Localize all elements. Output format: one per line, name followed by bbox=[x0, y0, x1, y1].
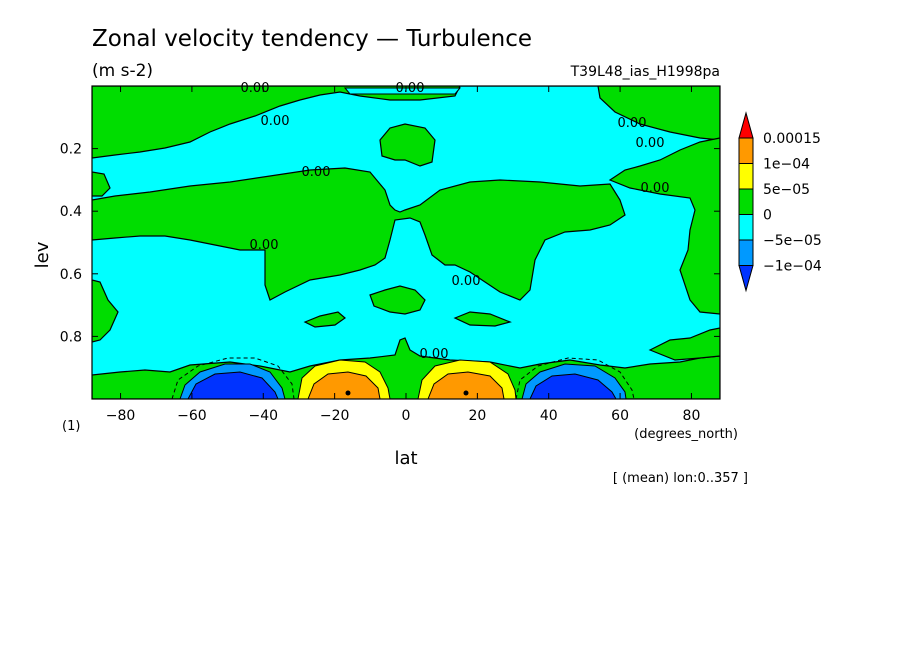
y-tick-label: 0.2 bbox=[60, 142, 82, 158]
x-tick-label: −20 bbox=[320, 408, 350, 424]
colorbar-level-label: 0.00015 bbox=[763, 131, 821, 147]
contour-label: 0.00 bbox=[636, 136, 665, 151]
pos-core-dot-right bbox=[463, 390, 469, 396]
pos-feature-left-core bbox=[307, 371, 381, 399]
chart-title: Zonal velocity tendency — Turbulence bbox=[92, 26, 532, 52]
contour-label: 0.00 bbox=[396, 81, 425, 96]
colorbar-segment bbox=[738, 163, 754, 190]
colorbar-segment bbox=[738, 214, 754, 241]
colorbar-segment bbox=[738, 137, 754, 164]
x-tick-label: −40 bbox=[248, 408, 278, 424]
contour-label: 0.00 bbox=[618, 116, 647, 131]
neg-feature-right-core bbox=[529, 373, 617, 399]
contour-label: 0.00 bbox=[261, 114, 290, 129]
mean-note: [ (mean) lon:0..357 ] bbox=[613, 471, 748, 486]
x-axis-unit: (degrees_north) bbox=[634, 427, 738, 442]
y-axis: 0.2 0.4 0.6 0.8 bbox=[60, 142, 720, 345]
plot-area bbox=[91, 85, 721, 400]
colorbar-level-label: −5e−05 bbox=[763, 233, 822, 249]
run-label: T39L48_ias_H1998pa bbox=[570, 64, 720, 80]
x-tick-label: 80 bbox=[683, 408, 701, 424]
lower-features bbox=[179, 359, 627, 399]
colorbar-bottom-arrow bbox=[738, 265, 754, 293]
contour-label: 0.00 bbox=[641, 181, 670, 196]
pos-feature-right-core bbox=[427, 371, 505, 399]
colorbar: 0.00015 1e−04 5e−05 0 −5e−05 −1e−04 bbox=[738, 111, 822, 293]
contour-labels: 0.00 0.00 0.00 0.00 0.00 0.00 0.00 0.00 0.00 0.00 bbox=[241, 81, 670, 362]
contour-label: 0.00 bbox=[302, 165, 331, 180]
negative-contours bbox=[171, 357, 635, 399]
colorbar-level-label: 1e−04 bbox=[763, 157, 810, 173]
colorbar-segment bbox=[738, 188, 754, 215]
neg-feature-left-core bbox=[187, 371, 279, 399]
contour-label: 0.00 bbox=[420, 347, 449, 362]
y-axis-label: lev bbox=[32, 241, 53, 268]
x-axis: −80 −60 −40 −20 0 20 40 60 80 bbox=[106, 86, 701, 424]
colorbar-level-label: −1e−04 bbox=[763, 259, 822, 275]
x-tick-label: −60 bbox=[177, 408, 207, 424]
top-strip bbox=[343, 87, 462, 95]
x-axis-label: lat bbox=[394, 448, 417, 469]
y-tick-label: 0.8 bbox=[60, 329, 82, 345]
x-tick-label: 20 bbox=[468, 408, 486, 424]
x-tick-label: −80 bbox=[106, 408, 136, 424]
y-tick-label: 0.4 bbox=[60, 204, 82, 220]
units-label: (m s-2) bbox=[92, 61, 153, 81]
contour-label: 0.00 bbox=[241, 81, 270, 96]
x-tick-label: 40 bbox=[540, 408, 558, 424]
y-axis-unit: (1) bbox=[62, 419, 80, 434]
colorbar-top-arrow bbox=[738, 111, 754, 139]
x-tick-label: 0 bbox=[402, 408, 411, 424]
colorbar-segment bbox=[738, 239, 754, 266]
colorbar-level-label: 0 bbox=[763, 208, 772, 224]
x-tick-label: 60 bbox=[611, 408, 629, 424]
y-tick-label: 0.6 bbox=[60, 267, 82, 283]
contour-label: 0.00 bbox=[250, 238, 279, 253]
contour-label: 0.00 bbox=[452, 274, 481, 289]
colorbar-level-label: 5e−05 bbox=[763, 182, 810, 198]
pos-core-dot-left bbox=[345, 390, 351, 396]
